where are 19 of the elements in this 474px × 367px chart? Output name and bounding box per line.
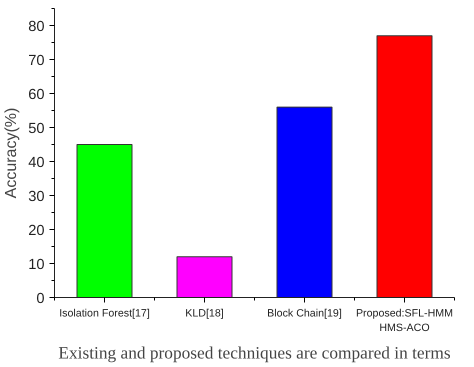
x-tick-label: Proposed:SFL-HMM HMS-ACO — [356, 308, 454, 334]
y-tick-label: 50 — [28, 121, 45, 137]
x-tick-label: KLD[18] — [185, 308, 224, 320]
y-tick-label: 80 — [28, 19, 45, 35]
y-tick-label: 20 — [28, 223, 45, 239]
y-tick-label: 60 — [28, 87, 45, 103]
bar — [276, 106, 332, 298]
y-axis-title: Accuracy(%) — [3, 108, 20, 198]
text: Existing and proposed techniques are compared in terms — [58, 344, 451, 362]
y-tick-label: 70 — [28, 53, 45, 69]
bar — [376, 35, 432, 298]
y-tick-label: 40 — [28, 155, 45, 171]
bar — [176, 256, 232, 298]
bar — [76, 144, 132, 298]
y-tick-label: 10 — [28, 257, 45, 273]
y-tick-label: 0 — [36, 291, 45, 307]
y-tick-label: 30 — [28, 189, 45, 205]
x-tick-label: Block Chain[19] — [267, 308, 342, 320]
x-tick-label: Isolation Forest[17] — [59, 308, 150, 320]
